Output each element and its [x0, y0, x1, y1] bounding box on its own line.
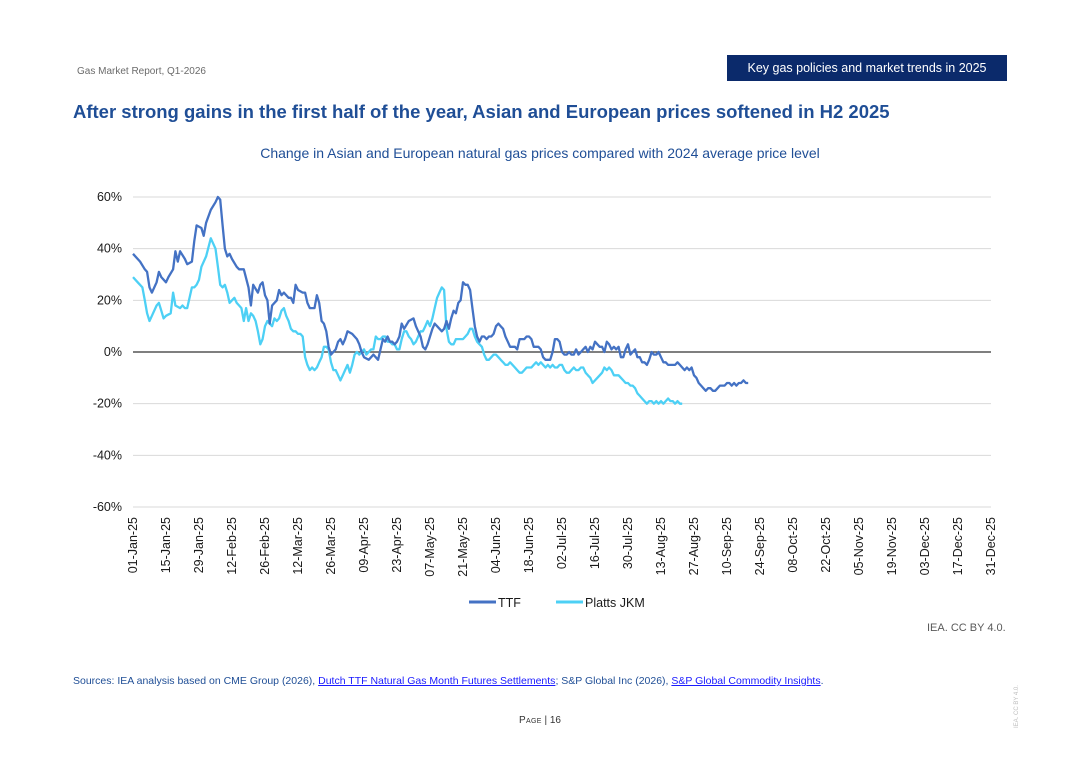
x-tick-label: 08-Oct-25: [786, 517, 800, 573]
page-label: Page: [519, 715, 542, 726]
series-line-ttf: [132, 195, 749, 392]
x-tick-label: 07-May-25: [423, 517, 437, 577]
legend-label: TTF: [498, 596, 521, 610]
x-tick-label: 10-Sep-25: [720, 517, 734, 575]
chart-credit: IEA. CC BY 4.0.: [927, 622, 1006, 634]
x-tick-label: 31-Dec-25: [984, 517, 998, 575]
x-tick-label: 21-May-25: [456, 517, 470, 577]
y-tick-label: 40%: [97, 242, 122, 256]
page-number-value: 16: [549, 715, 561, 726]
chart-legend: TTF Platts JKM: [469, 596, 645, 610]
y-tick-label: -20%: [93, 397, 122, 411]
x-tick-label: 19-Nov-25: [885, 517, 899, 575]
section-banner: Key gas policies and market trends in 20…: [727, 55, 1007, 81]
x-tick-label: 12-Mar-25: [291, 517, 305, 575]
x-tick-label: 04-Jun-25: [489, 517, 503, 573]
y-tick-label: 20%: [97, 293, 122, 307]
y-tick-label: 60%: [97, 190, 122, 204]
y-tick-label: -60%: [93, 500, 122, 514]
x-tick-label: 26-Mar-25: [324, 517, 338, 575]
x-tick-label: 23-Apr-25: [390, 517, 404, 573]
ttf-source-link[interactable]: Dutch TTF Natural Gas Month Futures Sett…: [318, 675, 556, 687]
x-tick-label: 02-Jul-25: [555, 517, 569, 569]
x-tick-label: 05-Nov-25: [852, 517, 866, 575]
x-tick-label: 13-Aug-25: [654, 517, 668, 575]
x-tick-label: 29-Jan-25: [192, 517, 206, 573]
x-tick-label: 12-Feb-25: [225, 517, 239, 575]
sources-prefix: Sources: IEA analysis based on CME Group…: [73, 675, 319, 687]
series-line-platts-jkm: [132, 237, 683, 405]
x-tick-label: 22-Oct-25: [819, 517, 833, 573]
chart-title: Change in Asian and European natural gas…: [260, 145, 820, 161]
x-tick-label: 15-Jan-25: [159, 517, 173, 573]
license-watermark: IEA. CC BY 4.0.: [1014, 685, 1020, 728]
x-tick-label: 16-Jul-25: [588, 517, 602, 569]
x-tick-label: 30-Jul-25: [621, 517, 635, 569]
x-tick-label: 24-Sep-25: [753, 517, 767, 575]
x-tick-label: 27-Aug-25: [687, 517, 701, 575]
sources-suffix: .: [820, 675, 824, 687]
report-name: Gas Market Report, Q1-2026: [77, 66, 206, 77]
chart-series: [132, 195, 749, 405]
x-tick-label: 18-Jun-25: [522, 517, 536, 573]
sources-note: Sources: IEA analysis based on CME Group…: [73, 675, 824, 687]
page-title: After strong gains in the first half of …: [73, 101, 890, 122]
x-tick-label: 26-Feb-25: [258, 517, 272, 575]
y-tick-label: -40%: [93, 448, 122, 462]
legend-label: Platts JKM: [585, 596, 645, 610]
page-number: Page | 16: [519, 715, 561, 726]
sources-mid: ; S&P Global Inc (2026),: [555, 675, 672, 687]
x-tick-label: 17-Dec-25: [951, 517, 965, 575]
y-tick-label: 0%: [104, 345, 122, 359]
x-tick-label: 01-Jan-25: [126, 517, 140, 573]
x-tick-label: 03-Dec-25: [918, 517, 932, 575]
sp-global-source-link[interactable]: S&P Global Commodity Insights: [671, 675, 821, 687]
x-axis-ticks: 01-Jan-25 15-Jan-25 29-Jan-25 12-Feb-25 26-F…: [126, 517, 998, 577]
x-tick-label: 09-Apr-25: [357, 517, 371, 573]
y-axis-ticks: -60% -40% -20% 0% 20% 40% 60%: [93, 190, 122, 514]
